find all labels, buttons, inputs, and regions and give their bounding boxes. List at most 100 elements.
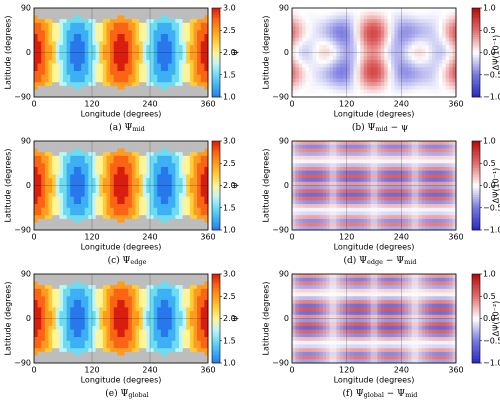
field-cell	[391, 78, 395, 82]
field-cell	[354, 60, 358, 64]
field-cell	[405, 90, 409, 94]
field-cell	[422, 204, 426, 208]
field-cell	[306, 200, 310, 204]
field-cell	[85, 8, 89, 12]
field-cell	[117, 215, 121, 219]
field-cell	[357, 141, 361, 145]
field-cell	[350, 23, 354, 27]
field-cell	[442, 30, 446, 34]
field-cell	[110, 156, 114, 160]
field-cell	[429, 82, 433, 86]
field-cell	[136, 167, 140, 171]
field-cell	[439, 71, 443, 75]
field-cell	[377, 182, 381, 186]
field-cell	[190, 211, 194, 215]
field-cell	[391, 152, 395, 156]
field-cell	[374, 160, 378, 164]
field-cell	[302, 19, 306, 23]
field-cell	[354, 167, 358, 171]
field-cell	[67, 45, 71, 49]
field-cell	[425, 86, 429, 90]
field-cell	[96, 163, 100, 167]
field-cell	[330, 156, 334, 160]
field-cell	[183, 167, 187, 171]
field-cell	[128, 167, 132, 171]
field-cell	[422, 189, 426, 193]
field-cell	[415, 193, 419, 197]
field-cell	[439, 145, 443, 149]
field-cell	[326, 38, 330, 42]
field-cell	[313, 75, 317, 79]
field-cell	[316, 197, 320, 201]
field-cell	[306, 12, 310, 16]
field-cell	[347, 90, 351, 94]
field-cell	[295, 197, 299, 201]
field-cell	[107, 90, 111, 94]
field-cell	[179, 67, 183, 71]
field-cell	[302, 200, 306, 204]
field-cell	[425, 167, 429, 171]
field-cell	[107, 163, 111, 167]
field-cell	[179, 45, 183, 49]
field-cell	[367, 75, 371, 79]
field-cell	[432, 141, 436, 145]
field-cell	[150, 223, 154, 227]
field-cell	[306, 64, 310, 68]
field-cell	[415, 41, 419, 45]
field-cell	[110, 211, 114, 215]
field-cell	[201, 204, 205, 208]
field-cell	[168, 223, 172, 227]
field-cell	[38, 193, 42, 197]
field-cell	[323, 182, 327, 186]
field-cell	[81, 167, 85, 171]
field-cell	[34, 53, 38, 57]
field-cell	[70, 60, 74, 64]
field-cell	[161, 186, 165, 190]
field-cell	[81, 90, 85, 94]
field-cell	[422, 86, 426, 90]
field-cell	[333, 60, 337, 64]
field-cell	[150, 38, 154, 42]
field-cell	[107, 82, 111, 86]
field-cell	[295, 156, 299, 160]
field-cell	[429, 141, 433, 145]
field-cell	[107, 15, 111, 19]
field-cell	[306, 208, 310, 212]
field-cell	[175, 27, 179, 31]
x-tick-label: 0	[289, 233, 294, 242]
field-cell	[186, 60, 190, 64]
field-cell	[323, 215, 327, 219]
field-cell	[172, 27, 176, 31]
field-cell	[157, 38, 161, 42]
field-cell	[422, 208, 426, 212]
field-cell	[432, 12, 436, 16]
field-cell	[49, 49, 53, 53]
field-cell	[418, 186, 422, 190]
field-cell	[405, 15, 409, 19]
field-cell	[41, 160, 45, 164]
field-cell	[146, 152, 150, 156]
field-cell	[442, 64, 446, 68]
field-cell	[326, 23, 330, 27]
field-cell	[139, 23, 143, 27]
field-cell	[326, 208, 330, 212]
field-cell	[56, 30, 60, 34]
colorbar-tick-label: 3.0	[223, 4, 236, 13]
field-cell	[384, 23, 388, 27]
field-cell	[74, 19, 78, 23]
field-cell	[340, 30, 344, 34]
field-cell	[446, 78, 450, 82]
field-cell	[81, 160, 85, 164]
field-cell	[117, 141, 121, 145]
field-cell	[179, 15, 183, 19]
field-cell	[292, 64, 296, 68]
field-cell	[34, 278, 38, 282]
field-cell	[41, 148, 45, 152]
field-cell	[306, 171, 310, 175]
field-cell	[157, 67, 161, 71]
field-cell	[319, 30, 323, 34]
field-cell	[201, 141, 205, 145]
field-cell	[132, 67, 136, 71]
field-cell	[139, 90, 143, 94]
field-cell	[429, 167, 433, 171]
